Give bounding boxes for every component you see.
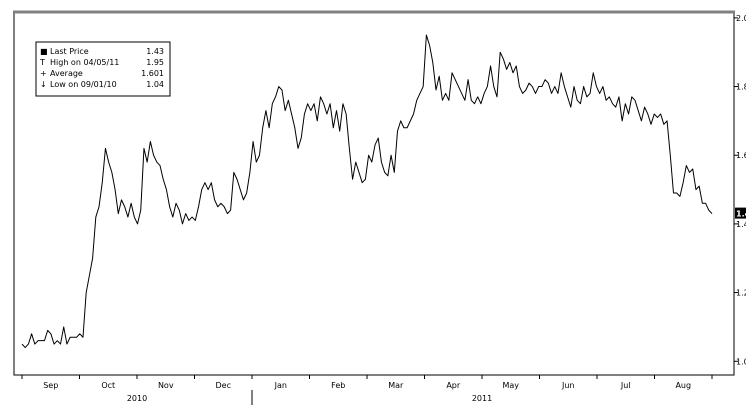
- legend-label: Average: [50, 69, 83, 78]
- y-tick-label: 1.60: [736, 151, 746, 160]
- last-price-tag-value: 1.43: [736, 210, 746, 219]
- legend-symbol: +: [40, 69, 47, 78]
- x-tick-label: Aug: [675, 381, 691, 390]
- x-tick-label: Apr: [446, 381, 461, 390]
- x-tick-label: Nov: [158, 381, 174, 390]
- price-series-line: [21, 34, 713, 349]
- legend-box: [35, 41, 171, 97]
- legend-symbol: ■: [40, 47, 48, 56]
- legend-symbol: ↓: [40, 80, 47, 89]
- legend-symbol: T: [39, 58, 45, 67]
- x-tick-label: Jun: [561, 381, 575, 390]
- x-tick-label: Jan: [274, 381, 287, 390]
- legend-value: 1.43: [146, 47, 164, 56]
- y-tick-label: 1.40: [736, 220, 746, 229]
- y-tick-label: 2.00: [736, 14, 746, 23]
- x-tick-label: Mar: [388, 381, 404, 390]
- x-axis: Sep Oct Nov Dec Jan Feb Mar Apr May Jun Jul Aug 2010…: [21, 375, 713, 405]
- x-tick-label: Dec: [216, 381, 231, 390]
- x-tick-label: May: [502, 381, 519, 390]
- legend-item-high: T High on 04/05/11 1.95: [39, 58, 164, 67]
- x-tick-label: Oct: [101, 381, 115, 390]
- legend-item-average: + Average 1.601: [40, 69, 164, 78]
- y-tick-label: 1.80: [736, 83, 746, 92]
- legend-value: 1.601: [141, 69, 164, 78]
- x-tick-label: Sep: [43, 381, 58, 390]
- legend-value: 1.04: [146, 80, 164, 89]
- legend: ■ Last Price 1.43 T High on 04/05/11 1.9…: [35, 41, 171, 97]
- year-label: 2010: [127, 394, 147, 403]
- legend-item-last-price: ■ Last Price 1.43: [40, 47, 164, 56]
- year-label: 2011: [472, 394, 492, 403]
- y-axis: 2.00 1.80 1.60 1.40 1.20 1.00: [734, 14, 746, 366]
- x-tick-label: Feb: [331, 381, 345, 390]
- y-tick-label: 1.20: [736, 289, 746, 298]
- legend-label: Low on 09/01/10: [50, 80, 117, 89]
- legend-item-low: ↓ Low on 09/01/10 1.04: [40, 80, 164, 89]
- x-tick-label: Jul: [620, 381, 631, 390]
- y-tick-label: 1.00: [736, 357, 746, 366]
- last-price-tag: 1.43: [735, 207, 746, 219]
- legend-value: 1.95: [146, 58, 164, 67]
- legend-label: Last Price: [50, 47, 89, 56]
- legend-label: High on 04/05/11: [50, 58, 119, 67]
